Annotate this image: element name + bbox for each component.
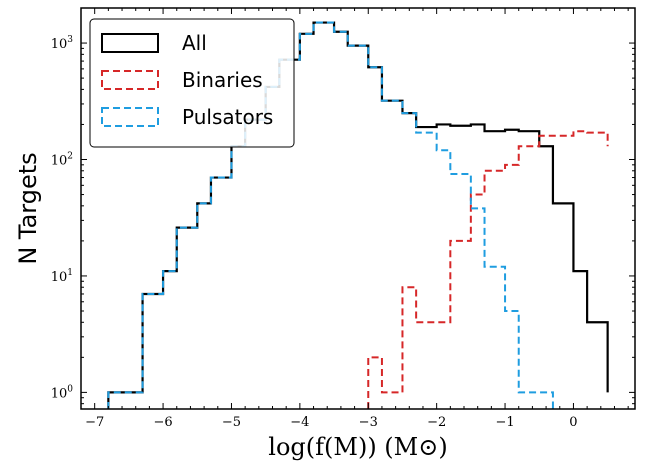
x-tick-label: −5 — [222, 415, 241, 430]
plot-area — [107, 21, 609, 409]
y-axis-label: N Targets — [14, 152, 42, 264]
axis-ticks: −7 −6 −5 −4 −3 −2 −1 0 100 101 102 103 — [51, 7, 635, 430]
plot-frame — [80, 7, 636, 410]
series-binaries-line — [367, 130, 609, 409]
y-tick-label: 102 — [51, 151, 73, 168]
legend-swatch-all — [101, 33, 159, 53]
x-tick-label: −1 — [495, 415, 514, 430]
legend: All Binaries Pulsators — [89, 18, 295, 148]
x-tick-label: 0 — [569, 415, 577, 430]
axis-labels: log(f(M)) (M⊙) N Targets — [14, 152, 448, 461]
y-tick-label: 103 — [51, 35, 74, 52]
legend-entry-pulsators: Pulsators — [101, 105, 273, 129]
legend-label-all: All — [182, 31, 207, 55]
series-pulsators-line — [107, 21, 554, 409]
x-tick-label: −4 — [290, 415, 309, 430]
legend-label-binaries: Binaries — [182, 68, 263, 92]
legend-swatch-pulsators — [101, 107, 159, 127]
legend-entry-binaries: Binaries — [101, 68, 263, 92]
y-tick-label: 100 — [51, 384, 74, 401]
legend-entry-all: All — [101, 31, 207, 55]
x-tick-label: −7 — [85, 415, 104, 430]
x-tick-label: −2 — [427, 415, 446, 430]
x-tick-label: −6 — [153, 415, 172, 430]
legend-label-pulsators: Pulsators — [182, 105, 273, 129]
legend-swatch-binaries — [101, 70, 159, 90]
x-axis-label: log(f(M)) (M⊙) — [268, 433, 447, 461]
x-tick-label: −3 — [359, 415, 378, 430]
y-tick-label: 101 — [51, 268, 73, 285]
